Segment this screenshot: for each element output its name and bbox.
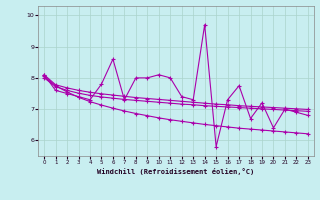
X-axis label: Windchill (Refroidissement éolien,°C): Windchill (Refroidissement éolien,°C) — [97, 168, 255, 175]
